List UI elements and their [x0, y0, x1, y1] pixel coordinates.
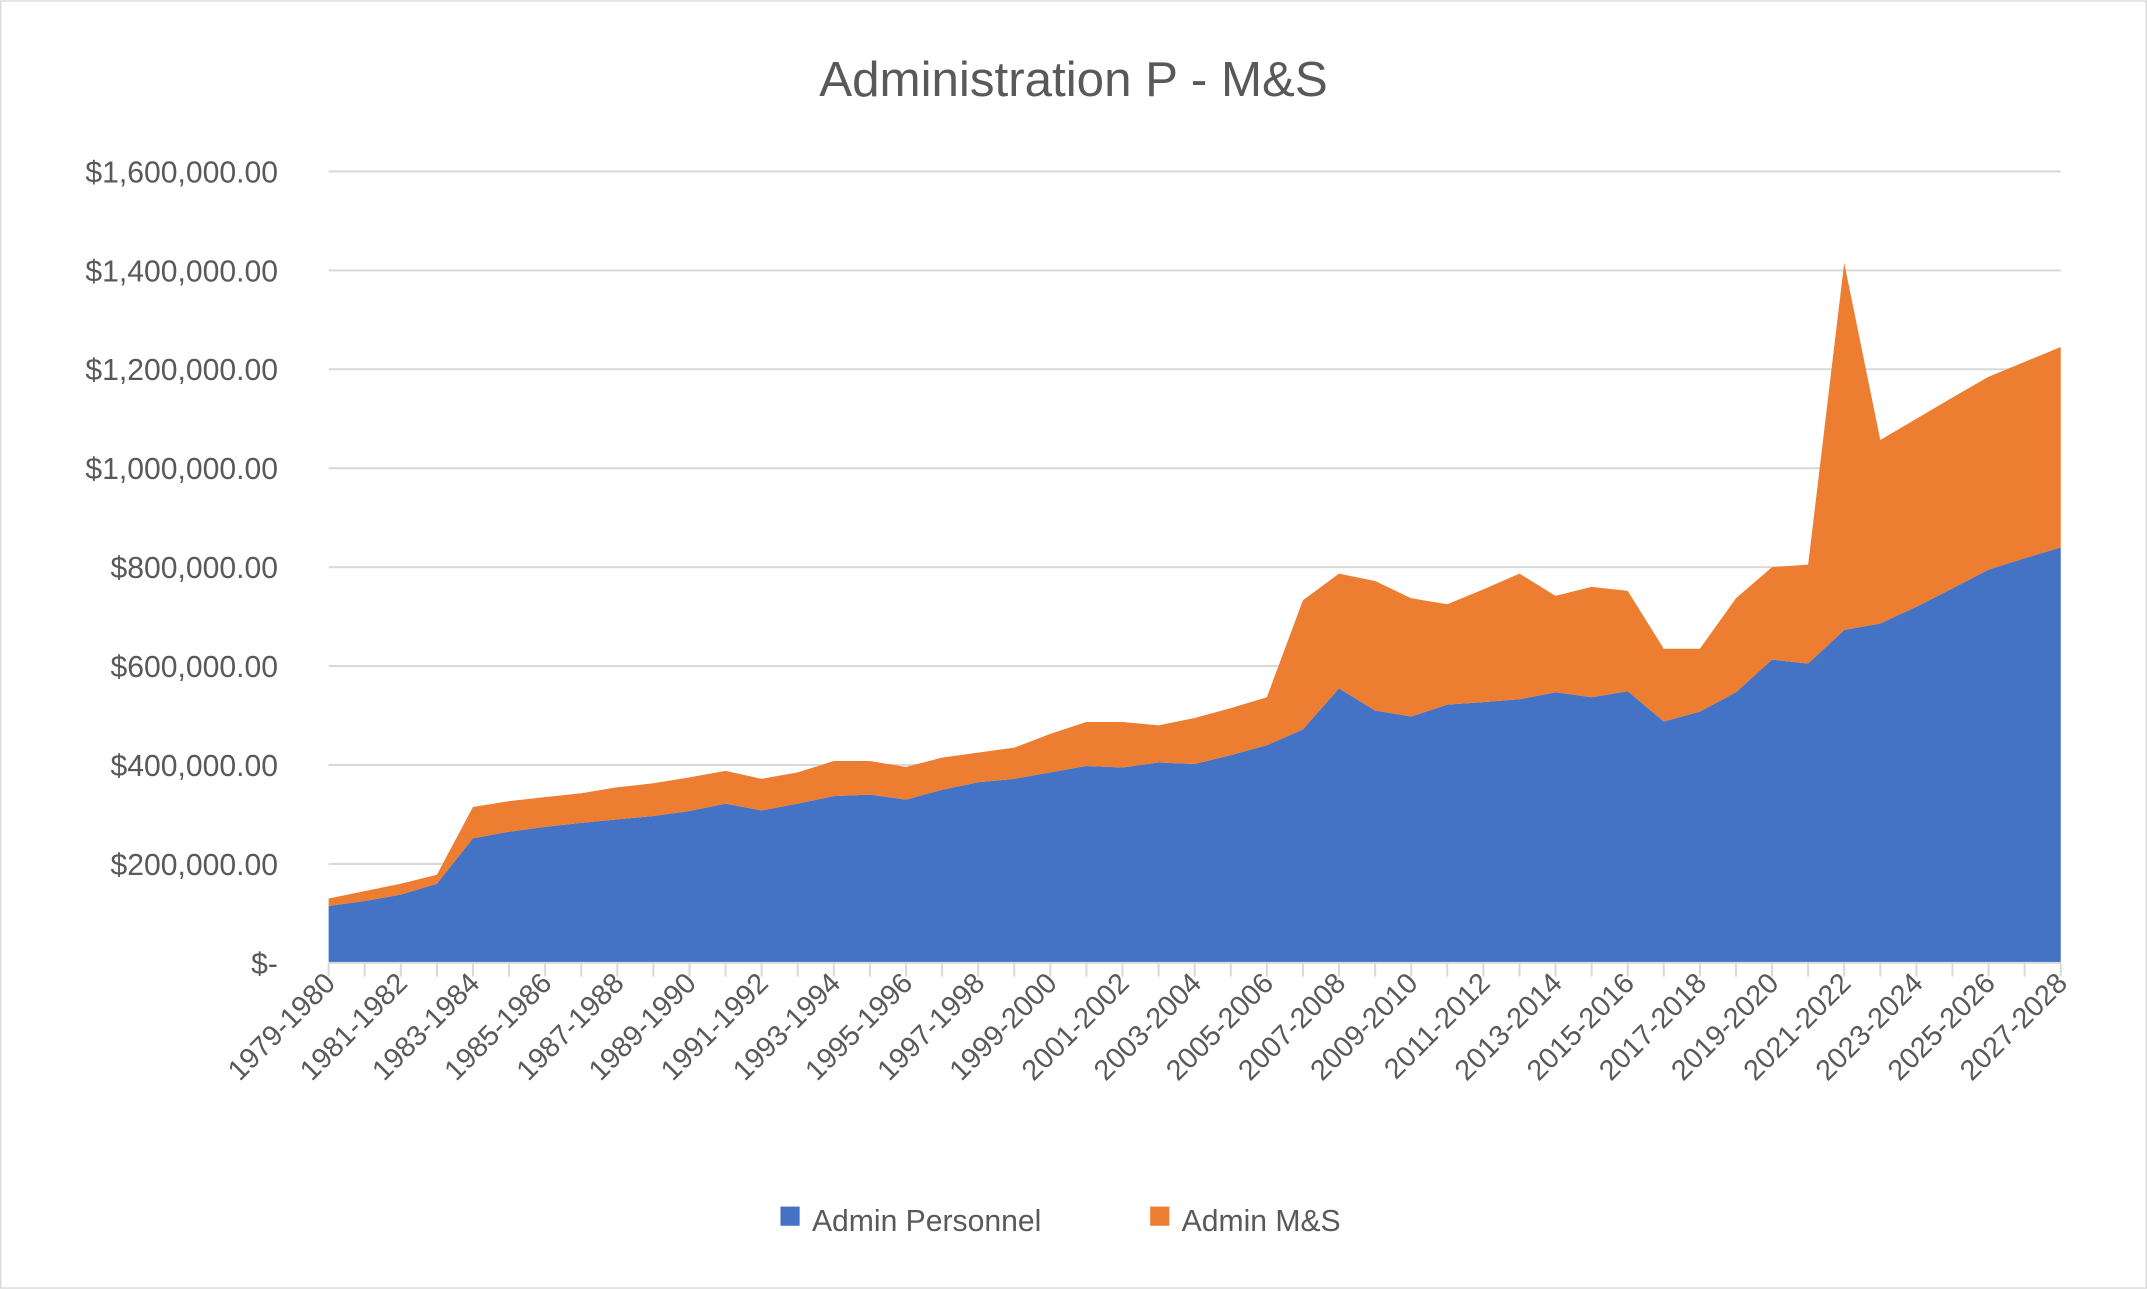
y-tick-label: $1,000,000.00 — [85, 453, 278, 486]
y-tick-label: $600,000.00 — [111, 651, 278, 684]
chart-title: Administration P - M&S — [819, 52, 1328, 107]
legend-label-personnel: Admin Personnel — [812, 1205, 1041, 1238]
y-tick-label: $200,000.00 — [111, 849, 278, 882]
y-tick-label: $1,200,000.00 — [85, 354, 278, 387]
legend: Admin Personnel Admin M&S — [780, 1205, 1341, 1238]
y-tick-label: $400,000.00 — [111, 750, 278, 783]
legend-swatch-personnel — [780, 1206, 800, 1226]
y-tick-label: $1,600,000.00 — [85, 156, 278, 189]
y-tick-label: $800,000.00 — [111, 552, 278, 585]
legend-label-ms: Admin M&S — [1182, 1205, 1341, 1238]
y-tick-label: $1,400,000.00 — [85, 255, 278, 288]
area-series-admin-personnel — [328, 547, 2061, 963]
y-tick-label: $- — [251, 948, 278, 981]
legend-swatch-ms — [1150, 1206, 1170, 1226]
